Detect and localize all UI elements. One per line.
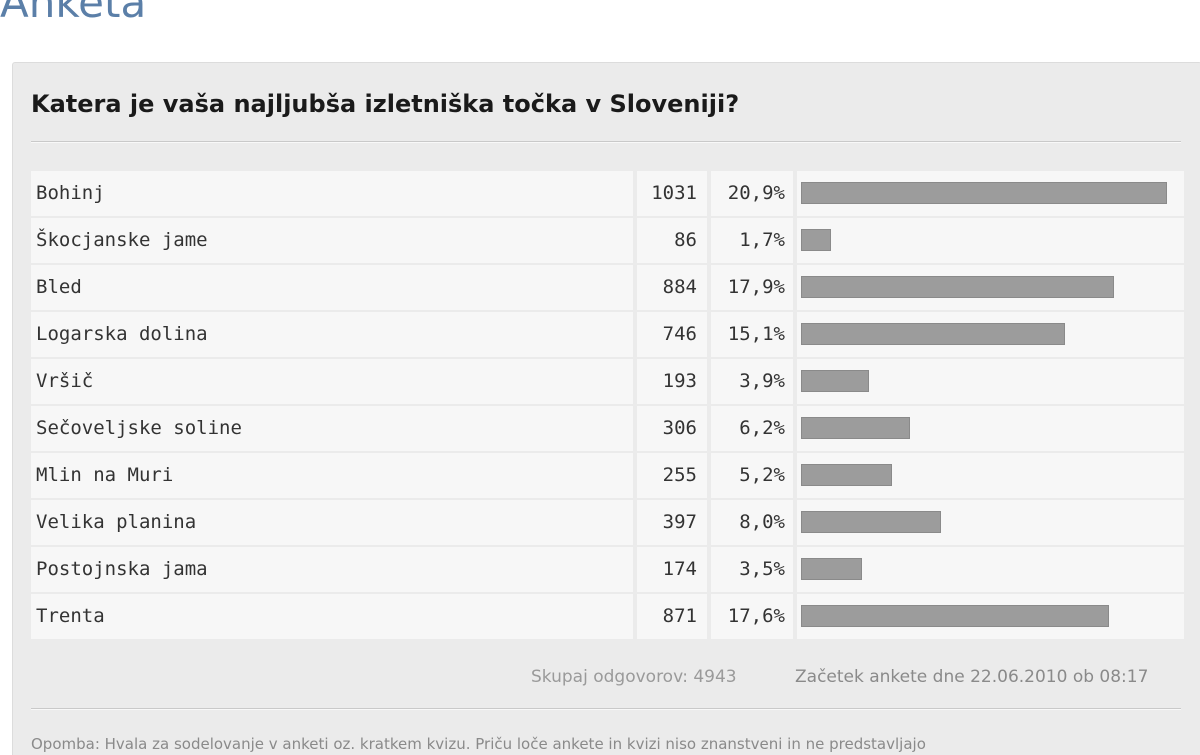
result-row: Škocjanske jame 86 1,7% xyxy=(31,218,1200,263)
vote-percent: 3,9% xyxy=(711,359,793,404)
bar-track xyxy=(797,359,1184,404)
result-row: Bohinj 1031 20,9% xyxy=(31,171,1200,216)
option-name: Logarska dolina xyxy=(31,312,633,357)
option-name: Sečoveljske soline xyxy=(31,406,633,451)
result-bar xyxy=(801,276,1114,298)
vote-count: 86 xyxy=(637,218,707,263)
vote-percent: 8,0% xyxy=(711,500,793,545)
result-row: Sečoveljske soline 306 6,2% xyxy=(31,406,1200,451)
bar-track xyxy=(797,171,1184,216)
option-name: Vršič xyxy=(31,359,633,404)
vote-percent: 5,2% xyxy=(711,453,793,498)
result-row: Logarska dolina 746 15,1% xyxy=(31,312,1200,357)
option-name: Mlin na Muri xyxy=(31,453,633,498)
vote-count: 193 xyxy=(637,359,707,404)
bar-track xyxy=(797,312,1184,357)
result-bar xyxy=(801,417,910,439)
result-row: Mlin na Muri 255 5,2% xyxy=(31,453,1200,498)
result-bar xyxy=(801,558,862,580)
vote-count: 746 xyxy=(637,312,707,357)
vote-percent: 20,9% xyxy=(711,171,793,216)
result-bar xyxy=(801,605,1109,627)
vote-percent: 17,9% xyxy=(711,265,793,310)
result-row: Velika planina 397 8,0% xyxy=(31,500,1200,545)
vote-count: 871 xyxy=(637,594,707,639)
bar-track xyxy=(797,265,1184,310)
vote-percent: 17,6% xyxy=(711,594,793,639)
vote-percent: 3,5% xyxy=(711,547,793,592)
result-bar xyxy=(801,464,892,486)
poll-results-chart: Bohinj 1031 20,9% Škocjanske jame 86 1,7% Bled… xyxy=(31,171,1200,641)
vote-count: 884 xyxy=(637,265,707,310)
result-bar xyxy=(801,511,941,533)
vote-count: 397 xyxy=(637,500,707,545)
vote-count: 1031 xyxy=(637,171,707,216)
poll-panel: Katera je vaša najljubša izletniška točk… xyxy=(12,62,1200,755)
result-bar xyxy=(801,229,831,251)
result-bar xyxy=(801,182,1167,204)
result-row: Trenta 871 17,6% xyxy=(31,594,1200,639)
page-heading: Anketa xyxy=(0,0,147,27)
option-name: Bled xyxy=(31,265,633,310)
vote-count: 306 xyxy=(637,406,707,451)
result-row: Postojnska jama 174 3,5% xyxy=(31,547,1200,592)
result-row: Vršič 193 3,9% xyxy=(31,359,1200,404)
vote-percent: 15,1% xyxy=(711,312,793,357)
poll-question: Katera je vaša najljubša izletniška točk… xyxy=(31,90,740,118)
bar-track xyxy=(797,500,1184,545)
total-responses: Skupaj odgovorov: 4943 xyxy=(531,667,737,687)
bar-track xyxy=(797,594,1184,639)
option-name: Škocjanske jame xyxy=(31,218,633,263)
divider-bottom xyxy=(31,708,1181,710)
poll-note: Opomba: Hvala za sodelovanje v anketi oz… xyxy=(31,735,926,753)
poll-start-date: Začetek ankete dne 22.06.2010 ob 08:17 xyxy=(795,667,1149,687)
option-name: Bohinj xyxy=(31,171,633,216)
option-name: Trenta xyxy=(31,594,633,639)
bar-track xyxy=(797,453,1184,498)
vote-count: 174 xyxy=(637,547,707,592)
option-name: Postojnska jama xyxy=(31,547,633,592)
result-bar xyxy=(801,323,1065,345)
bar-track xyxy=(797,547,1184,592)
vote-percent: 6,2% xyxy=(711,406,793,451)
option-name: Velika planina xyxy=(31,500,633,545)
vote-count: 255 xyxy=(637,453,707,498)
result-row: Bled 884 17,9% xyxy=(31,265,1200,310)
divider-top xyxy=(31,141,1181,143)
vote-percent: 1,7% xyxy=(711,218,793,263)
result-bar xyxy=(801,370,869,392)
bar-track xyxy=(797,218,1184,263)
bar-track xyxy=(797,406,1184,451)
